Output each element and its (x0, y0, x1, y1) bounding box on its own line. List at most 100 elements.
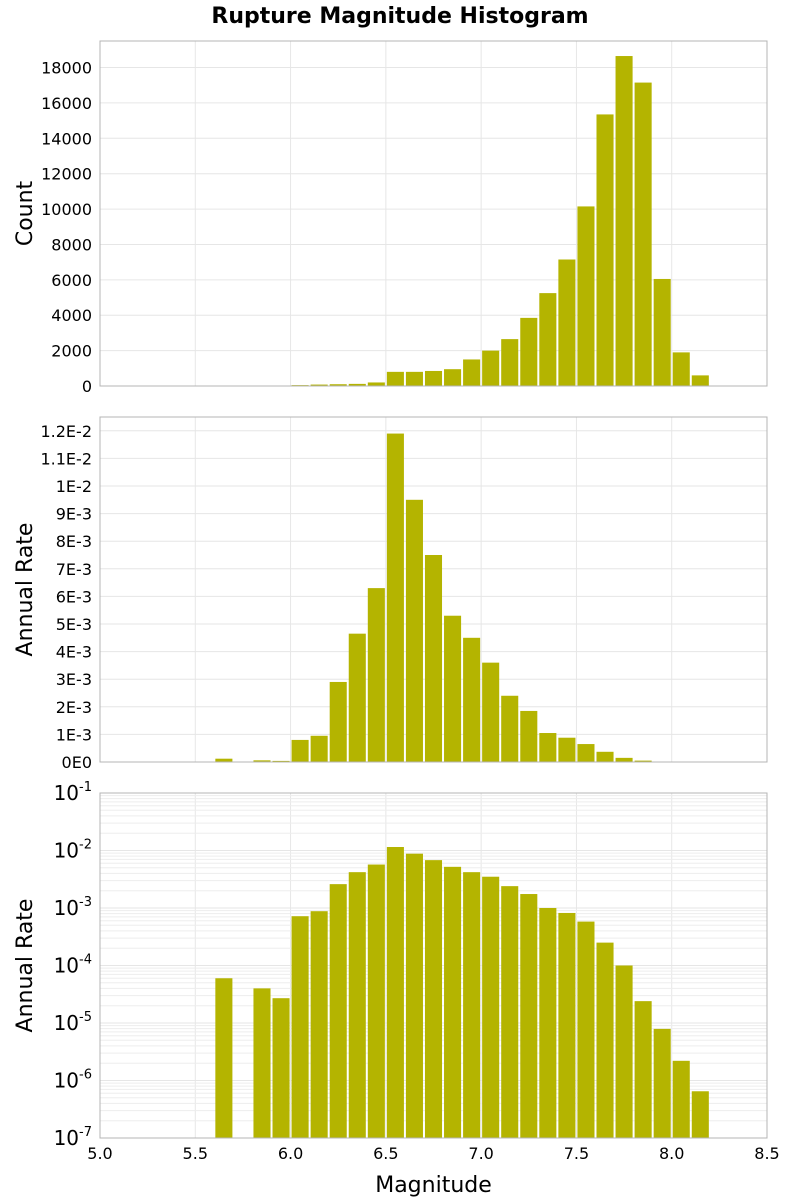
y-axis-label: Annual Rate (13, 899, 38, 1033)
histogram-bar: 7.2: 0.00175 (520, 894, 538, 1138)
y-tick-label: 3E-3 (56, 670, 92, 689)
histogram-bar: 6.2: 100 (329, 384, 347, 386)
y-tick-label: 10-4 (54, 953, 92, 978)
y-tick-label: 10-1 (54, 780, 92, 805)
histogram-bar: 6.1: 0.00095 (310, 735, 328, 762)
bar-series: 5.8: 205.9: 206.0: 506.1: 806.2: 1006.3:… (253, 56, 709, 387)
histogram-bar: 7.8: 17150 (634, 82, 652, 386)
y-tick-label: 8E-3 (56, 532, 92, 551)
histogram-bar: 7.8: 0.000024 (634, 1001, 652, 1138)
histogram-bar: 7.7: 0.00015 (615, 757, 633, 762)
histogram-bar: 7.3: 0.001 (539, 908, 557, 1138)
y-tick-label: 10-6 (54, 1068, 92, 1093)
y-tick-label: 2E-3 (56, 698, 92, 717)
histogram-bar: 6.2: 0.0026 (329, 884, 347, 1138)
y-tick-label: 1.1E-2 (40, 449, 92, 468)
histogram-bar: 7.6: 0.00037 (596, 751, 614, 762)
histogram-bar: 6.7: 0.0075 (424, 555, 443, 762)
y-tick-label: 10-7 (54, 1125, 92, 1150)
y-tick-label: 4000 (51, 306, 92, 325)
y-tick-label: 0E0 (62, 753, 92, 772)
y-tick-labels: 0E0 1E-3 2E-3 3E-3 4E-3 5E-3 6E-3 7E-3 8E-3 9E-3 1… (40, 422, 92, 772)
histogram-bar: 6.8: 0.0052 (444, 866, 462, 1138)
histogram-bar: 6.1: 80 (310, 384, 328, 386)
x-tick-label: 6.0 (278, 1144, 303, 1163)
histogram-bar: 7.9: 6050 (653, 278, 671, 386)
x-tick-label: 7.0 (468, 1144, 493, 1163)
histogram-bar: 7.1: 0.0024 (501, 886, 519, 1138)
histogram-bar: 6.1: 0.00088 (310, 911, 328, 1138)
histogram-bar: 7.4: 7150 (558, 259, 576, 386)
histogram-bar: 6.8: 950 (444, 369, 462, 386)
x-tick-label: 8.5 (754, 1144, 779, 1163)
histogram-bar: 6.0: 0.00072 (291, 916, 309, 1138)
histogram-bar: 6.8: 0.0053 (444, 615, 462, 762)
histogram-bar: 7.5: 0.00065 (577, 744, 595, 762)
x-tick-label: 8.0 (659, 1144, 684, 1163)
histogram-bar: 6.5: 800 (386, 371, 404, 386)
y-tick-labels: 10-7 10-6 10-5 10-4 10-3 10-2 10-1 (54, 780, 92, 1150)
y-tick-label: 7E-3 (56, 560, 92, 579)
y-axis-label: Annual Rate (13, 523, 38, 657)
histogram-bar: 6.2: 0.0029 (329, 681, 347, 762)
x-tick-label: 6.5 (373, 1144, 398, 1163)
y-tick-label: 0 (82, 377, 92, 396)
histogram-bar: 7.8: 0.00005 (634, 760, 652, 762)
x-tick-labels: 5.0 5.5 6.0 6.5 7.0 7.5 8.0 8.5 (87, 1144, 779, 1163)
y-tick-labels: 0 2000 4000 6000 8000 10000 12000 14000 16000 180… (41, 59, 92, 396)
histogram-bar: 6.4: 200 (367, 382, 385, 386)
histogram-bar: 7.2: 3850 (520, 317, 538, 386)
histogram-bar: 7.0: 0.0036 (482, 662, 500, 762)
histogram-bar: 8.0: 1900 (672, 352, 690, 386)
histogram-bar: 7.1: 2650 (501, 339, 519, 386)
plot-frame (99, 40, 768, 387)
histogram-bar: 6.6: 800 (405, 371, 423, 386)
bar-series: 5.6: 0.00006 5.8: 0.000045.9: 0.0000276.0… (215, 847, 709, 1138)
histogram-bar: 5.8: 0.00006 (253, 760, 271, 762)
histogram-bar: 6.3: 0.0042 (348, 872, 366, 1138)
histogram-bar: 7.3: 0.00105 (539, 733, 557, 762)
histogram-bar: 7.5: 10150 (577, 206, 595, 386)
y-tick-label: 12000 (41, 165, 92, 184)
histogram-bar: 6.5: 0.0115 (386, 847, 404, 1138)
y-tick-label: 10000 (41, 200, 92, 219)
y-tick-label: 1E-2 (56, 477, 92, 496)
y-tick-label: 4E-3 (56, 643, 92, 662)
y-tick-label: 16000 (41, 94, 92, 113)
histogram-bar: 7.9: 0.0000079 (653, 1028, 671, 1138)
histogram-bar: 7.0: 2000 (482, 350, 500, 386)
y-tick-label: 1.2E-2 (40, 422, 92, 441)
y-tick-label: 6000 (51, 271, 92, 290)
y-tick-label: 14000 (41, 129, 92, 148)
histogram-bar: 6.9: 0.0042 (463, 872, 481, 1138)
histogram-bar: 6.7: 850 (424, 370, 443, 386)
histogram-bar: 7.6: 0.00025 (596, 942, 614, 1138)
histogram-bar: 8.1: 6.5e-7 (691, 1091, 709, 1138)
histogram-bar: 6.3: 0.00465 (348, 633, 366, 762)
histogram-bar: 8.0: 0.0000022 (672, 1060, 690, 1138)
plot-frame (99, 416, 768, 763)
y-axis-label: Count (13, 180, 38, 246)
histogram-bar: 7.1: 0.0024 (501, 695, 519, 762)
plot-frame (99, 792, 768, 1139)
y-tick-label: 18000 (41, 59, 92, 78)
y-tick-label: 1E-3 (56, 725, 92, 744)
histogram-bar: 6.9: 1500 (463, 359, 481, 386)
y-tick-label: 10-5 (54, 1010, 92, 1035)
y-tick-label: 2000 (51, 342, 92, 361)
histogram-bar: 6.3: 120 (348, 383, 366, 386)
chart-title: Rupture Magnitude Histogram (211, 4, 588, 29)
histogram-bar: 7.3: 5250 (539, 293, 557, 386)
histogram-bar: 5.9: 0.000027 (272, 998, 290, 1138)
histogram-bar: 6.6: 0.0095 (405, 499, 423, 762)
y-tick-label: 10-2 (54, 838, 92, 863)
histogram-bar: 6.4: 0.0063 (367, 588, 385, 762)
histogram-bar: 6.5: 0.0119 (386, 433, 404, 762)
x-tick-label: 5.5 (183, 1144, 208, 1163)
histogram-bar: 6.6: 0.0088 (405, 853, 423, 1138)
